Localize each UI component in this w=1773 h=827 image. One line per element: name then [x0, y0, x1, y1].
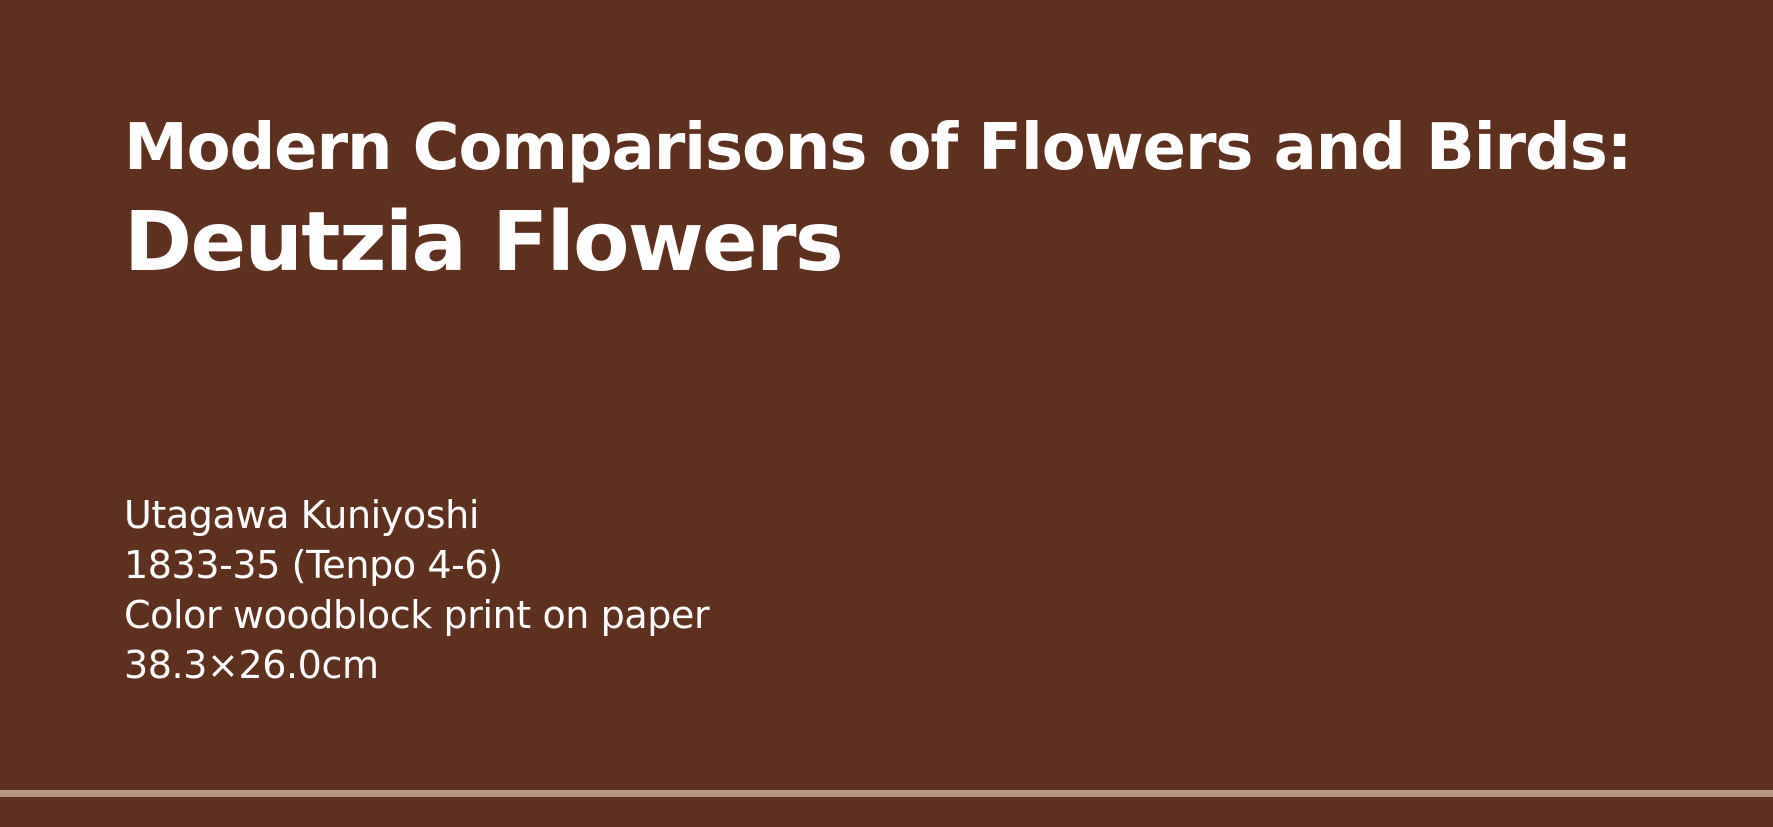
artwork-medium: Color woodblock print on paper: [124, 593, 710, 637]
bottom-divider: [0, 790, 1773, 797]
title-work: Deutzia Flowers: [124, 195, 844, 290]
artwork-date: 1833-35 (Tenpo 4-6): [124, 543, 503, 587]
title-series: Modern Comparisons of Flowers and Birds:: [124, 111, 1632, 185]
artwork-title: Modern Comparisons of Flowers and Birds:…: [124, 108, 1684, 292]
artwork-dimensions: 38.3×26.0cm: [124, 643, 379, 687]
artwork-details: Utagawa Kuniyoshi 1833-35 (Tenpo 4-6) Co…: [124, 490, 1024, 690]
artist-name: Utagawa Kuniyoshi: [124, 493, 479, 537]
